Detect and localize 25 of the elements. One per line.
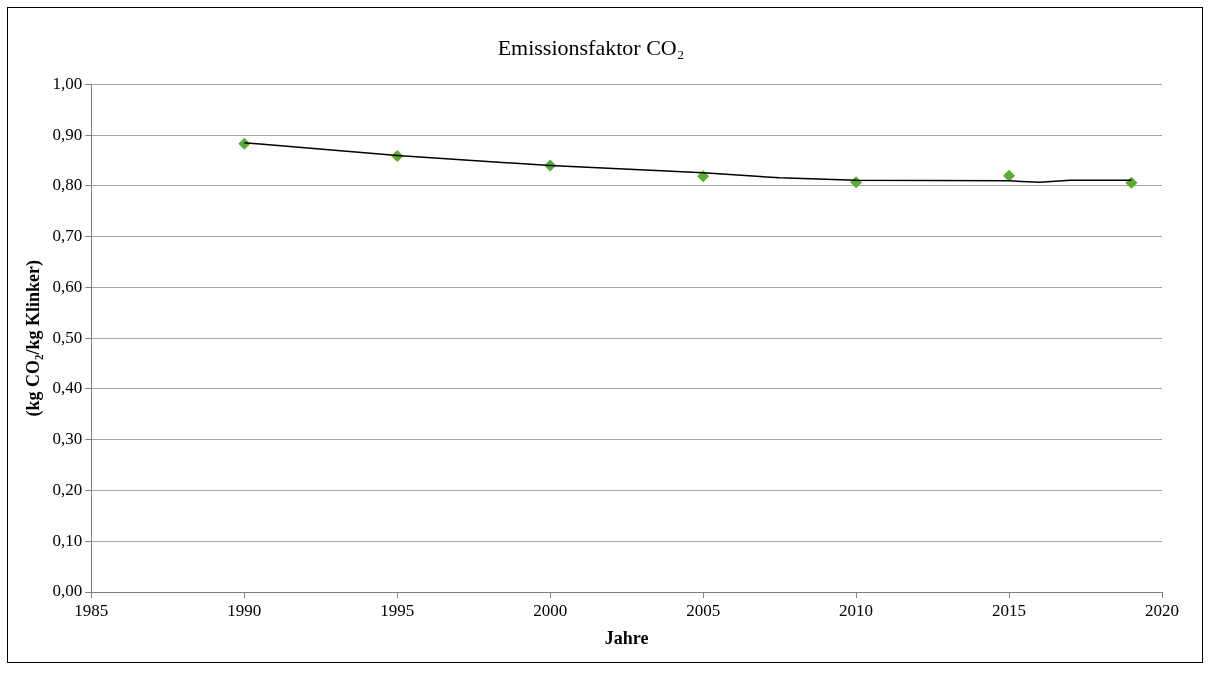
x-tick-label: 1995 <box>380 600 415 620</box>
x-tick-label: 2015 <box>992 600 1027 620</box>
y-tick-label: 0,60 <box>52 276 83 296</box>
y-tick-label: 0,40 <box>52 378 83 398</box>
x-tick-label: 2020 <box>1145 600 1179 620</box>
point <box>1125 176 1138 189</box>
y-tick-label: 0,90 <box>52 124 83 144</box>
y-tick-label: 0,10 <box>52 530 83 550</box>
y-tick-label: 0,70 <box>52 226 83 246</box>
x-tick-label: 2000 <box>533 600 568 620</box>
y-tick-label: 0,20 <box>52 479 83 499</box>
x-tick-label: 2005 <box>686 600 721 620</box>
x-tick-label: 1990 <box>227 600 262 620</box>
y-tick-label: 0,50 <box>52 327 83 347</box>
y-tick-label: 0,30 <box>52 429 83 449</box>
chart-title: Emissionsfaktor CO₂ <box>497 34 685 60</box>
point <box>697 170 710 183</box>
y-tick-label: 0,00 <box>52 581 83 601</box>
y-axis-title: (kg CO₂/kg Klinker) <box>23 259 45 417</box>
y-tick-label: 0,80 <box>52 175 83 195</box>
x-axis-title: Jahre <box>604 627 649 648</box>
point <box>1003 169 1016 182</box>
y-tick-label: 1,00 <box>52 73 83 93</box>
x-tick-label: 2010 <box>839 600 874 620</box>
x-tick-label: 1985 <box>74 600 109 620</box>
